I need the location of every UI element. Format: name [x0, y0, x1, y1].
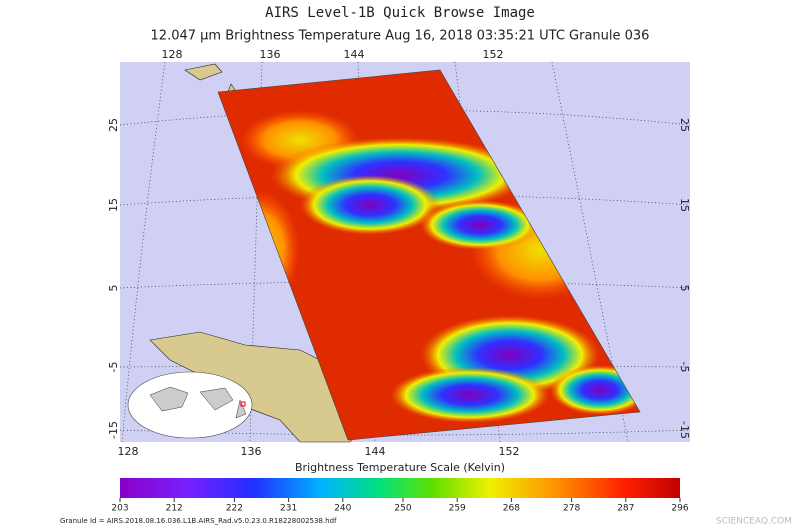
colorbar-tick-label: 240 — [334, 504, 351, 514]
lon-tick-label: 152 — [483, 48, 504, 61]
title: AIRS Level-1B Quick Browse Image — [265, 5, 535, 21]
lon-tick-label: 128 — [118, 445, 139, 458]
watermark: SCIENCEAQ.COM — [716, 517, 792, 527]
colorbar-tick-label: 278 — [563, 504, 580, 514]
colorbar-label: Brightness Temperature Scale (Kelvin) — [295, 461, 505, 474]
lat-tick-label: 25 — [107, 118, 120, 132]
colorbar-tick-label: 222 — [226, 504, 243, 514]
lon-tick-label: 136 — [260, 48, 281, 61]
colorbar-tick-label: 287 — [617, 504, 634, 514]
colorbar-tick-label: 212 — [166, 504, 183, 514]
lat-tick-label: 25 — [678, 118, 691, 132]
subtitle: 12.047 μm Brightness Temperature Aug 16,… — [151, 29, 650, 44]
lon-tick-label: 128 — [162, 48, 183, 61]
lon-tick-label: 144 — [344, 48, 365, 61]
lat-tick-label: 15 — [107, 198, 120, 212]
map — [119, 61, 691, 443]
colorbar-tick-label: 296 — [671, 504, 688, 514]
lon-tick-label: 136 — [241, 445, 262, 458]
lon-tick-label: 144 — [365, 445, 386, 458]
colorbar-tick-label: 250 — [394, 504, 411, 514]
colorbar-tick-label: 259 — [449, 504, 466, 514]
colorbar-tick-label: 203 — [111, 504, 128, 514]
colorbar-tick-label: 231 — [280, 504, 297, 514]
lon-tick-label: 152 — [499, 445, 520, 458]
colorbar-tick-label: 268 — [503, 504, 520, 514]
lat-tick-label: -15 — [678, 421, 691, 439]
inset-globe — [127, 371, 253, 439]
lat-tick-label: -5 — [107, 362, 120, 373]
colorbar — [120, 478, 680, 498]
lat-tick-label: 15 — [678, 198, 691, 212]
lat-tick-label: -15 — [107, 421, 120, 439]
lat-tick-label: 5 — [678, 285, 691, 292]
granule-id: Granule Id = AIRS.2018.08.16.036.L1B.AIR… — [60, 517, 337, 525]
lat-tick-label: 5 — [107, 285, 120, 292]
lat-tick-label: -5 — [678, 362, 691, 373]
